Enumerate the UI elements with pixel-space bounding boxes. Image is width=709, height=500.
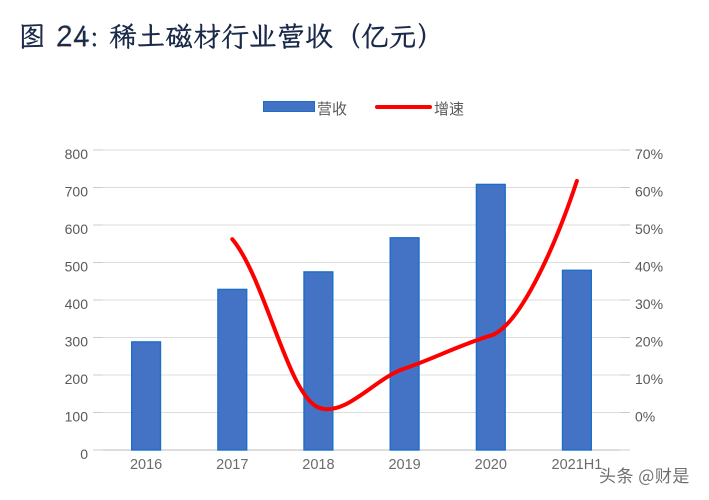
svg-text:200: 200 [65, 371, 89, 387]
svg-text:300: 300 [65, 334, 89, 350]
svg-text:2020: 2020 [475, 457, 507, 473]
svg-text:500: 500 [65, 259, 89, 275]
svg-text:30%: 30% [635, 296, 663, 312]
svg-text:2017: 2017 [216, 457, 248, 473]
svg-text:600: 600 [65, 221, 89, 237]
svg-text:20%: 20% [635, 334, 663, 350]
svg-text:10%: 10% [635, 371, 663, 387]
svg-text:2019: 2019 [388, 457, 420, 473]
svg-text:40%: 40% [635, 259, 663, 275]
svg-text:100: 100 [65, 409, 89, 425]
svg-text:70%: 70% [635, 146, 663, 162]
svg-text:800: 800 [65, 146, 89, 162]
svg-text:700: 700 [65, 184, 89, 200]
svg-text:0%: 0% [635, 409, 655, 425]
svg-text:2021H1: 2021H1 [552, 457, 603, 473]
svg-text:2018: 2018 [302, 457, 334, 473]
svg-text:2016: 2016 [130, 457, 162, 473]
svg-text:0: 0 [80, 446, 88, 462]
svg-text:60%: 60% [635, 184, 663, 200]
svg-text:400: 400 [65, 296, 89, 312]
svg-text:50%: 50% [635, 221, 663, 237]
